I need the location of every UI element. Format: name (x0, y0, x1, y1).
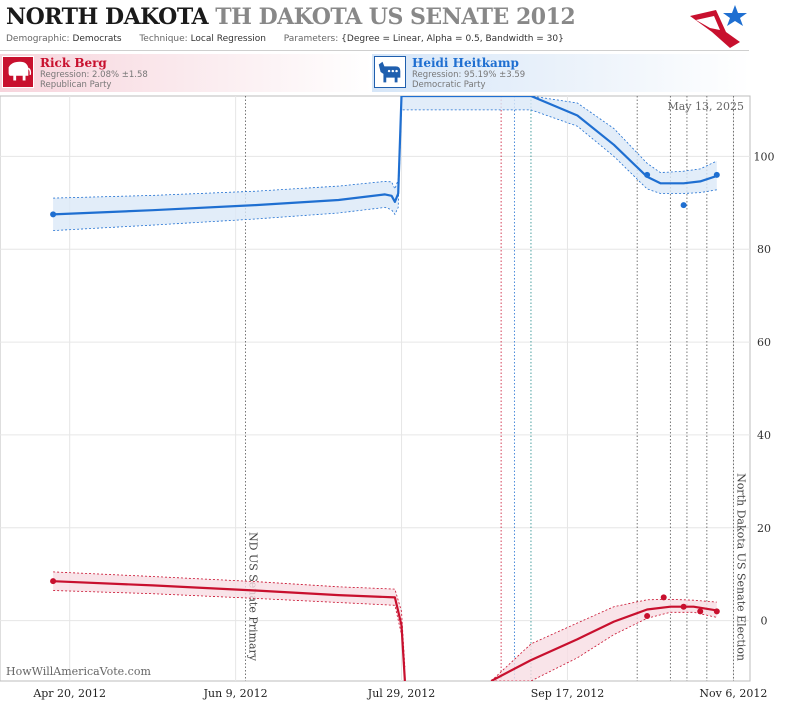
heidi-heitkamp-poll-point (644, 171, 651, 178)
title-race: TH DAKOTA US SENATE 2012 (215, 4, 576, 30)
heidi-heitkamp-poll-point (50, 211, 57, 218)
rick-berg-second-regression-line (490, 605, 717, 681)
event-label: North Dakota US Senate Election (734, 473, 747, 661)
rick-berg-second-upper-bound (490, 598, 717, 681)
heidi-heitkamp-poll-point (680, 202, 687, 209)
site-logo[interactable] (686, 2, 748, 50)
rick-berg-poll-point (660, 594, 667, 601)
x-tick-label: Sep 17, 2012 (531, 687, 605, 700)
rick-berg-poll-point (644, 613, 651, 619)
series-layer (50, 96, 720, 681)
y-tick-label: 20 (757, 522, 771, 535)
elephant-icon (2, 56, 34, 88)
date-stamp: May 13, 2025 (667, 100, 744, 113)
y-tick-label: 100 (754, 150, 775, 163)
dem-party: Democratic Party (412, 80, 486, 90)
rep-regression: Regression: 2.08% ±1.58 (40, 70, 148, 80)
heidi-heitkamp-regression-line (53, 96, 718, 216)
rick-berg-poll-point (50, 578, 57, 585)
rick-berg-regression-line (53, 580, 406, 681)
site-credit: HowWillAmericaVote.com (6, 665, 151, 678)
logo-white-swoosh (696, 16, 720, 30)
heidi-heitkamp-confidence-band (53, 96, 717, 231)
regression-chart: ND US Senate PrimaryNorth Dakota US Sena… (0, 95, 775, 700)
parameters-label: Parameters: (283, 34, 339, 44)
rick-berg-confidence-band (53, 571, 405, 681)
y-tick-label: 60 (757, 336, 771, 349)
candidate-panel-rep: Rick Berg Regression: 2.08% ±1.58 Republ… (0, 54, 372, 92)
x-tick-label: Jun 9, 2012 (203, 687, 268, 700)
y-tick-label: 40 (757, 429, 771, 442)
parameters-line: Demographic: Democrats Technique: Local … (6, 34, 564, 44)
dem-candidate-name[interactable]: Heidi Heitkamp (412, 56, 519, 70)
rick-berg-poll-point (680, 603, 687, 610)
demographic-label: Demographic: (6, 34, 70, 44)
heidi-heitkamp-lower-bound (53, 109, 717, 231)
demographic-value: Democrats (72, 34, 122, 44)
rick-berg-poll-point (697, 608, 704, 615)
title-state: NORTH DAKOTA (6, 4, 209, 30)
x-tick-label: Jul 29, 2012 (367, 687, 436, 700)
rep-candidate-name[interactable]: Rick Berg (40, 56, 107, 70)
y-tick-label: 0 (761, 615, 768, 628)
rick-berg-poll-point (713, 608, 720, 615)
rick-berg-upper-bound (53, 571, 406, 668)
page-title: NORTH DAKOTA TH DAKOTA US SENATE 2012 (6, 4, 576, 30)
x-tick-label: Apr 20, 2012 (32, 687, 106, 700)
y-tick-label: 80 (757, 243, 771, 256)
rep-party: Republican Party (40, 80, 112, 90)
header-bar: NORTH DAKOTA TH DAKOTA US SENATE 2012 De… (0, 0, 749, 51)
technique-label: Technique: (139, 34, 188, 44)
candidate-panel-dem: Heidi Heitkamp Regression: 95.19% ±3.59 … (372, 54, 750, 92)
rick-berg-second-lower-bound (491, 611, 717, 681)
parameters-value: {Degree = Linear, Alpha = 0.5, Bandwidth… (341, 34, 564, 44)
heidi-heitkamp-poll-point (713, 171, 720, 178)
logo-star-icon (723, 5, 747, 26)
dem-regression: Regression: 95.19% ±3.59 (412, 70, 526, 80)
x-tick-label: Nov 6, 2012 (699, 687, 767, 700)
heidi-heitkamp-upper-bound (53, 96, 717, 199)
donkey-icon (374, 56, 406, 88)
technique-value: Local Regression (190, 34, 266, 44)
rick-berg-second-confidence-band (491, 599, 717, 681)
